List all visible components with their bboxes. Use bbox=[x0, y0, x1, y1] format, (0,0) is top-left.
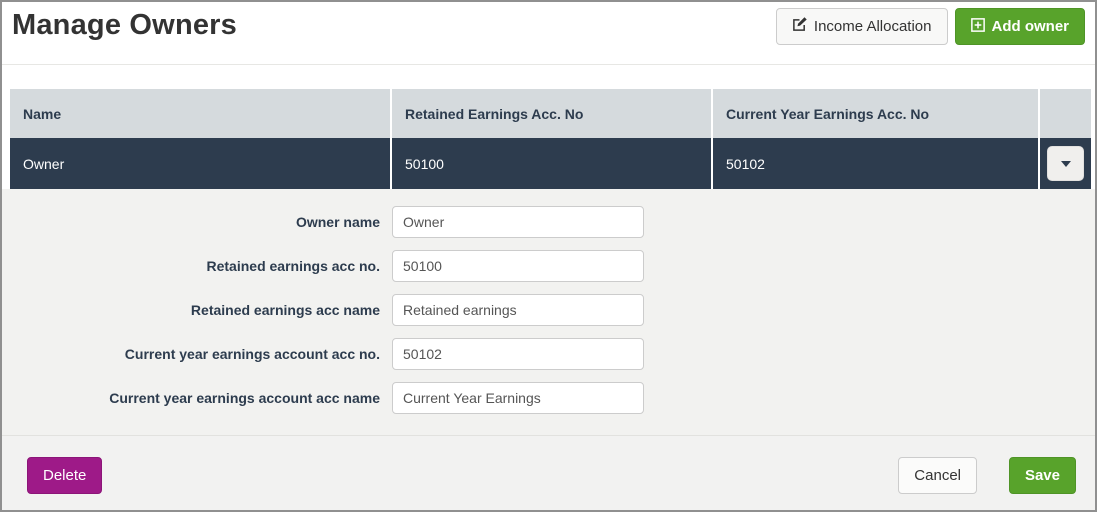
add-owner-label: Add owner bbox=[991, 18, 1070, 35]
retained-acc-no-input[interactable] bbox=[392, 250, 644, 282]
table-header-row: Name Retained Earnings Acc. No Current Y… bbox=[10, 89, 1091, 138]
current-acc-no-label: Current year earnings account acc no. bbox=[124, 346, 380, 362]
form-row-retained-acc-name: Retained earnings acc name bbox=[2, 294, 1095, 326]
topbar: Manage Owners Income Allocation bbox=[2, 2, 1095, 65]
income-allocation-button[interactable]: Income Allocation bbox=[775, 8, 948, 45]
row-actions-cell bbox=[1038, 138, 1091, 189]
income-allocation-label: Income Allocation bbox=[813, 18, 932, 35]
column-header-current-year-earnings: Current Year Earnings Acc. No bbox=[711, 89, 1038, 138]
current-acc-name-input[interactable] bbox=[392, 382, 644, 414]
column-header-name: Name bbox=[10, 89, 390, 138]
owners-table: Name Retained Earnings Acc. No Current Y… bbox=[10, 89, 1091, 189]
column-header-actions bbox=[1038, 89, 1091, 138]
current-year-earnings-cell[interactable]: 50102 bbox=[711, 138, 1038, 189]
form-row-current-acc-no: Current year earnings account acc no. bbox=[2, 338, 1095, 370]
column-header-retained-earnings: Retained Earnings Acc. No bbox=[390, 89, 711, 138]
owner-detail-form: Owner name Retained earnings acc no. Ret… bbox=[2, 189, 1095, 435]
page-title: Manage Owners bbox=[12, 9, 237, 41]
add-owner-button[interactable]: Add owner bbox=[954, 8, 1085, 45]
form-row-current-acc-name: Current year earnings account acc name bbox=[2, 382, 1095, 414]
retained-earnings-cell[interactable]: 50100 bbox=[390, 138, 711, 189]
current-acc-no-input[interactable] bbox=[392, 338, 644, 370]
row-dropdown-button[interactable] bbox=[1047, 146, 1084, 181]
plus-square-icon bbox=[970, 17, 985, 36]
form-row-owner-name: Owner name bbox=[2, 206, 1095, 238]
form-row-retained-acc-no: Retained earnings acc no. bbox=[2, 250, 1095, 282]
retained-acc-name-label: Retained earnings acc name bbox=[190, 302, 380, 318]
save-button[interactable]: Save bbox=[1008, 457, 1076, 494]
cancel-button[interactable]: Cancel bbox=[898, 457, 977, 494]
retained-acc-name-input[interactable] bbox=[392, 294, 644, 326]
topbar-buttons: Income Allocation Add owner bbox=[775, 8, 1085, 45]
delete-button[interactable]: Delete bbox=[27, 457, 103, 494]
retained-acc-no-label: Retained earnings acc no. bbox=[206, 258, 381, 274]
table-row-owner[interactable]: Owner 50100 50102 bbox=[10, 138, 1091, 189]
owner-name-label: Owner name bbox=[295, 214, 380, 230]
footer-bar: Delete Cancel Save bbox=[2, 435, 1095, 510]
edit-square-icon bbox=[792, 17, 807, 36]
caret-down-icon bbox=[1060, 160, 1071, 167]
owner-name-input[interactable] bbox=[392, 206, 644, 238]
owner-name-cell[interactable]: Owner bbox=[10, 138, 390, 189]
current-acc-name-label: Current year earnings account acc name bbox=[109, 390, 380, 406]
